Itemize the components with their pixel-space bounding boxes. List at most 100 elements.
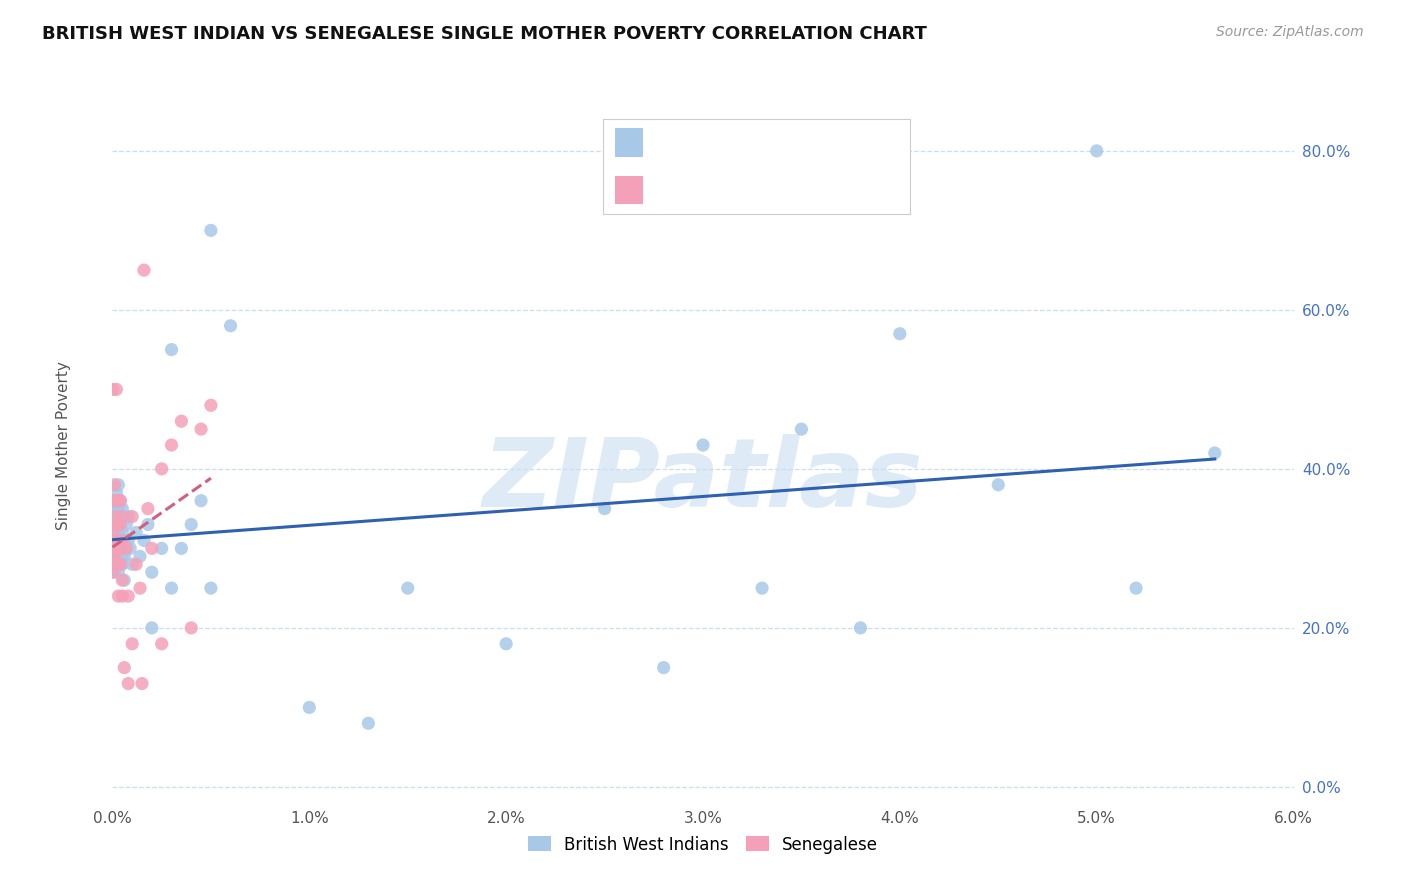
Point <box>112 509 135 524</box>
Point <box>101 541 124 556</box>
Point <box>107 533 129 548</box>
Point <box>111 549 134 564</box>
Point <box>495 637 517 651</box>
Point <box>298 700 321 714</box>
Point <box>117 533 139 548</box>
Point <box>105 549 128 564</box>
Point <box>110 541 132 556</box>
Point <box>105 485 128 500</box>
Text: Source: ZipAtlas.com: Source: ZipAtlas.com <box>1216 25 1364 39</box>
Point <box>190 493 212 508</box>
Point <box>107 477 129 491</box>
Point <box>180 517 202 532</box>
Point <box>110 517 132 532</box>
Point <box>219 318 242 333</box>
Point <box>110 493 132 508</box>
Point <box>200 223 222 237</box>
Point <box>889 326 911 341</box>
Point <box>111 541 134 556</box>
Point <box>125 525 148 540</box>
Point <box>101 549 124 564</box>
Point <box>115 541 138 556</box>
Point <box>107 501 129 516</box>
Point <box>121 637 143 651</box>
Point <box>107 541 129 556</box>
Point <box>112 549 135 564</box>
Point <box>190 422 212 436</box>
Point <box>160 343 183 357</box>
Point <box>110 493 132 508</box>
Point <box>105 501 128 516</box>
Point <box>107 541 129 556</box>
Point <box>115 541 138 556</box>
Point <box>200 581 222 595</box>
Point <box>117 509 139 524</box>
Point <box>101 517 124 532</box>
Point <box>105 517 128 532</box>
Point <box>101 525 124 540</box>
Point <box>111 509 134 524</box>
Point <box>103 558 125 572</box>
Point <box>110 541 132 556</box>
Point <box>1085 144 1108 158</box>
Point <box>107 558 129 572</box>
Point <box>105 541 128 556</box>
Point <box>121 558 143 572</box>
Point <box>107 558 129 572</box>
Point <box>103 517 125 532</box>
Point <box>593 501 616 516</box>
Point <box>160 581 183 595</box>
Point <box>103 533 125 548</box>
Point <box>101 383 124 397</box>
Point <box>150 637 173 651</box>
Point <box>117 676 139 690</box>
Point <box>103 549 125 564</box>
Text: Single Mother Poverty: Single Mother Poverty <box>56 361 70 531</box>
Point <box>105 493 128 508</box>
Point <box>107 566 129 580</box>
Point <box>101 549 124 564</box>
Point <box>111 589 134 603</box>
Point <box>105 558 128 572</box>
Point <box>1204 446 1226 460</box>
Point <box>103 509 125 524</box>
Point <box>103 493 125 508</box>
Point <box>110 533 132 548</box>
Point <box>132 533 155 548</box>
Point <box>105 558 128 572</box>
Point <box>103 558 125 572</box>
Point <box>103 541 125 556</box>
Point <box>150 462 173 476</box>
Point <box>105 509 128 524</box>
Point <box>103 493 125 508</box>
Point <box>141 621 163 635</box>
Point <box>170 414 193 428</box>
Point <box>101 566 124 580</box>
Point <box>107 493 129 508</box>
Point <box>141 566 163 580</box>
Point <box>150 541 173 556</box>
Point <box>987 477 1010 491</box>
Text: ZIPatlas: ZIPatlas <box>482 434 924 527</box>
Point <box>103 509 125 524</box>
Point <box>132 263 155 277</box>
Point <box>103 533 125 548</box>
Point <box>1125 581 1147 595</box>
Point <box>103 566 125 580</box>
Point <box>131 676 153 690</box>
Point <box>120 541 142 556</box>
Point <box>121 509 143 524</box>
Point <box>103 541 125 556</box>
Point <box>105 533 128 548</box>
Point <box>141 541 163 556</box>
Point <box>170 541 193 556</box>
Point <box>200 398 222 412</box>
Point <box>112 533 135 548</box>
Point <box>111 501 134 516</box>
Point <box>396 581 419 595</box>
Point <box>790 422 813 436</box>
Point <box>110 558 132 572</box>
Point <box>112 660 135 674</box>
Point <box>103 549 125 564</box>
Point <box>125 558 148 572</box>
